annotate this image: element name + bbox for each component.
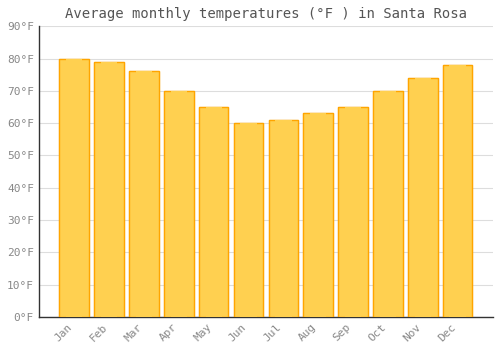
Bar xyxy=(234,123,264,317)
Bar xyxy=(450,65,466,317)
Bar xyxy=(136,71,152,317)
Bar xyxy=(66,58,82,317)
Bar xyxy=(129,71,159,317)
Bar xyxy=(408,78,438,317)
Bar xyxy=(338,107,368,317)
Bar xyxy=(443,65,472,317)
Bar xyxy=(101,62,117,317)
Bar xyxy=(414,78,431,317)
Title: Average monthly temperatures (°F ) in Santa Rosa: Average monthly temperatures (°F ) in Sa… xyxy=(65,7,467,21)
Bar xyxy=(304,113,333,317)
Bar xyxy=(129,71,159,317)
Bar xyxy=(199,107,228,317)
Bar xyxy=(304,113,333,317)
Bar xyxy=(373,91,402,317)
Bar xyxy=(164,91,194,317)
Bar xyxy=(408,78,438,317)
Bar xyxy=(94,62,124,317)
Bar xyxy=(268,120,298,317)
Bar xyxy=(380,91,396,317)
Bar xyxy=(345,107,361,317)
Bar xyxy=(310,113,326,317)
Bar xyxy=(94,62,124,317)
Bar xyxy=(170,91,187,317)
Bar xyxy=(443,65,472,317)
Bar xyxy=(60,58,89,317)
Bar xyxy=(240,123,256,317)
Bar xyxy=(199,107,228,317)
Bar xyxy=(60,58,89,317)
Bar xyxy=(164,91,194,317)
Bar xyxy=(373,91,402,317)
Bar xyxy=(275,120,291,317)
Bar xyxy=(338,107,368,317)
Bar xyxy=(234,123,264,317)
Bar xyxy=(206,107,222,317)
Bar xyxy=(268,120,298,317)
